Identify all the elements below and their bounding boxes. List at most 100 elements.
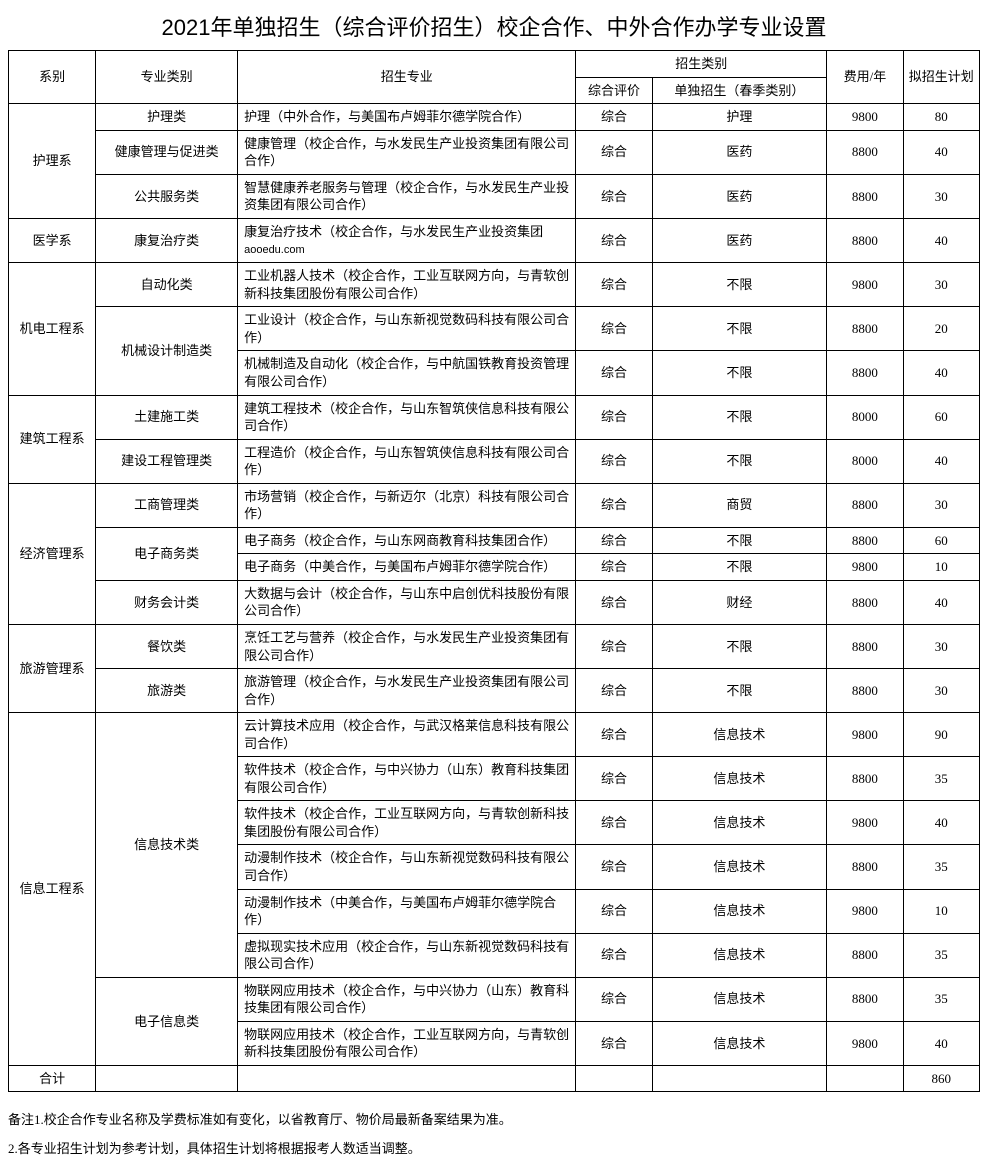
cell-dept: 建筑工程系 [9, 395, 96, 483]
table-row: 机电工程系自动化类工业机器人技术（校企合作，工业互联网方向，与青软创新科技集团股… [9, 263, 980, 307]
cell-eval: 综合 [576, 263, 652, 307]
cell-fee: 9800 [827, 1021, 903, 1065]
cell-category: 护理类 [96, 104, 238, 131]
table-row: 公共服务类智慧健康养老服务与管理（校企合作，与水发民生产业投资集团有限公司合作）… [9, 174, 980, 218]
cell-fee: 9800 [827, 554, 903, 581]
cell-eval: 综合 [576, 1021, 652, 1065]
total-plan: 860 [903, 1065, 979, 1092]
cell-single: 信息技术 [652, 845, 827, 889]
cell-fee: 8800 [827, 669, 903, 713]
cell-eval: 综合 [576, 527, 652, 554]
cell-single: 商贸 [652, 483, 827, 527]
cell-plan: 10 [903, 554, 979, 581]
cell-fee: 9800 [827, 104, 903, 131]
th-plan: 拟招生计划 [903, 51, 979, 104]
cell-single: 信息技术 [652, 713, 827, 757]
cell-major: 建筑工程技术（校企合作，与山东智筑侠信息科技有限公司合作） [238, 395, 576, 439]
cell-plan: 40 [903, 218, 979, 262]
cell-single: 不限 [652, 624, 827, 668]
cell-single: 医药 [652, 218, 827, 262]
cell-eval: 综合 [576, 669, 652, 713]
cell-fee: 8800 [827, 218, 903, 262]
table-row: 电子信息类物联网应用技术（校企合作，与中兴协力（山东）教育科技集团有限公司合作）… [9, 977, 980, 1021]
cell-fee: 8800 [827, 977, 903, 1021]
cell-single: 医药 [652, 130, 827, 174]
cell-plan: 30 [903, 669, 979, 713]
cell-eval: 综合 [576, 624, 652, 668]
cell-plan: 35 [903, 933, 979, 977]
cell-single: 信息技术 [652, 977, 827, 1021]
cell-single: 信息技术 [652, 801, 827, 845]
table-row: 护理系护理类护理（中外合作，与美国布卢姆菲尔德学院合作）综合护理980080 [9, 104, 980, 131]
table-row: 经济管理系工商管理类市场营销（校企合作，与新迈尔（北京）科技有限公司合作）综合商… [9, 483, 980, 527]
cell-major: 护理（中外合作，与美国布卢姆菲尔德学院合作） [238, 104, 576, 131]
cell-eval: 综合 [576, 933, 652, 977]
cell-major: 机械制造及自动化（校企合作，与中航国铁教育投资管理有限公司合作） [238, 351, 576, 395]
cell-eval: 综合 [576, 130, 652, 174]
cell-single: 不限 [652, 263, 827, 307]
cell-single: 不限 [652, 527, 827, 554]
cell-dept: 医学系 [9, 218, 96, 262]
cell-fee: 8800 [827, 174, 903, 218]
cell-major: 烹饪工艺与营养（校企合作，与水发民生产业投资集团有限公司合作） [238, 624, 576, 668]
th-category: 专业类别 [96, 51, 238, 104]
cell-plan: 40 [903, 351, 979, 395]
cell-single: 护理 [652, 104, 827, 131]
cell-fee: 8800 [827, 130, 903, 174]
cell-major: 软件技术（校企合作，工业互联网方向，与青软创新科技集团股份有限公司合作） [238, 801, 576, 845]
cell-major: 动漫制作技术（中美合作，与美国布卢姆菲尔德学院合作） [238, 889, 576, 933]
total-row: 合计 860 [9, 1065, 980, 1092]
cell-eval: 综合 [576, 801, 652, 845]
cell-category: 财务会计类 [96, 580, 238, 624]
cell-plan: 40 [903, 801, 979, 845]
table-row: 机械设计制造类工业设计（校企合作，与山东新视觉数码科技有限公司合作）综合不限88… [9, 307, 980, 351]
cell-eval: 综合 [576, 174, 652, 218]
cell-plan: 40 [903, 1021, 979, 1065]
cell-fee: 8800 [827, 624, 903, 668]
cell-plan: 60 [903, 395, 979, 439]
cell-major: 健康管理（校企合作，与水发民生产业投资集团有限公司合作） [238, 130, 576, 174]
table-row: 财务会计类大数据与会计（校企合作，与山东中启创优科技股份有限公司合作）综合财经8… [9, 580, 980, 624]
cell-category: 电子信息类 [96, 977, 238, 1065]
th-comprehensive: 综合评价 [576, 77, 652, 104]
cell-single: 不限 [652, 439, 827, 483]
cell-eval: 综合 [576, 713, 652, 757]
cell-major: 工业设计（校企合作，与山东新视觉数码科技有限公司合作） [238, 307, 576, 351]
cell-plan: 35 [903, 977, 979, 1021]
cell-category: 机械设计制造类 [96, 307, 238, 395]
cell-category: 旅游类 [96, 669, 238, 713]
total-empty [96, 1065, 238, 1092]
cell-fee: 8000 [827, 395, 903, 439]
cell-plan: 20 [903, 307, 979, 351]
cell-category: 康复治疗类 [96, 218, 238, 262]
table-row: 建筑工程系土建施工类建筑工程技术（校企合作，与山东智筑侠信息科技有限公司合作）综… [9, 395, 980, 439]
cell-fee: 9800 [827, 889, 903, 933]
cell-fee: 8800 [827, 527, 903, 554]
cell-category: 电子商务类 [96, 527, 238, 580]
cell-plan: 90 [903, 713, 979, 757]
cell-eval: 综合 [576, 439, 652, 483]
cell-plan: 35 [903, 845, 979, 889]
cell-plan: 40 [903, 439, 979, 483]
cell-category: 建设工程管理类 [96, 439, 238, 483]
cell-fee: 9800 [827, 713, 903, 757]
table-row: 电子商务类电子商务（校企合作，与山东网商教育科技集团合作）综合不限880060 [9, 527, 980, 554]
watermark-text: aooedu.com [244, 244, 305, 256]
cell-single: 不限 [652, 351, 827, 395]
major-text: 康复治疗技术（校企合作，与水发民生产业投资集团 [244, 224, 543, 239]
cell-plan: 30 [903, 624, 979, 668]
cell-major: 旅游管理（校企合作，与水发民生产业投资集团有限公司合作） [238, 669, 576, 713]
cell-eval: 综合 [576, 218, 652, 262]
cell-dept: 经济管理系 [9, 483, 96, 624]
cell-eval: 综合 [576, 845, 652, 889]
table-row: 建设工程管理类工程造价（校企合作，与山东智筑侠信息科技有限公司合作）综合不限80… [9, 439, 980, 483]
cell-eval: 综合 [576, 580, 652, 624]
cell-eval: 综合 [576, 977, 652, 1021]
cell-plan: 60 [903, 527, 979, 554]
cell-major: 电子商务（校企合作，与山东网商教育科技集团合作） [238, 527, 576, 554]
cell-single: 信息技术 [652, 1021, 827, 1065]
cell-category: 公共服务类 [96, 174, 238, 218]
cell-category: 自动化类 [96, 263, 238, 307]
cell-major: 智慧健康养老服务与管理（校企合作，与水发民生产业投资集团有限公司合作） [238, 174, 576, 218]
th-major: 招生专业 [238, 51, 576, 104]
